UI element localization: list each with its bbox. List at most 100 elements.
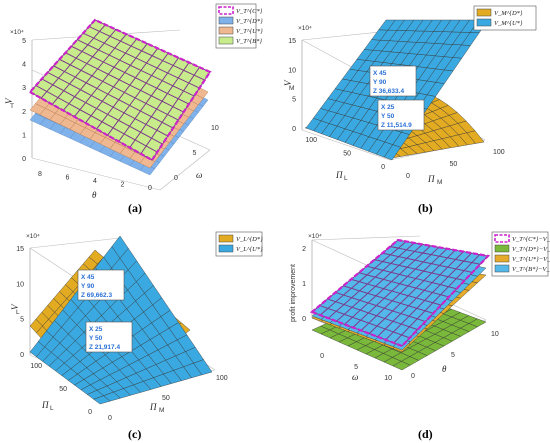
legend-c: V_L^{D*} V_L^{U*} [215, 231, 263, 257]
x-tick-d: 0 [320, 353, 324, 360]
legend-swatch [218, 16, 234, 25]
surface-blue-c [29, 235, 213, 405]
z-tick-c: 10 [16, 281, 24, 288]
legend-entry: V_T^{B*}−V_T^{D*} [512, 266, 550, 273]
datatip-y: Y 90 [81, 283, 95, 290]
x-axis-label-c: Π [41, 400, 49, 410]
z-tick-c: 15 [16, 246, 24, 253]
y-tick-b: 100 [493, 149, 505, 156]
exponent-label-c: ×10⁴ [26, 233, 40, 240]
z-tick-a: 1 [22, 132, 26, 139]
z-tick-d: 0 [302, 316, 306, 323]
datatip-z: Z 69,662.3 [81, 292, 112, 299]
y-tick-d: 5 [451, 352, 455, 359]
z-axis-label-b: V [283, 79, 293, 86]
y-axis-label-a: ω [196, 170, 202, 180]
y-tick-c: 50 [162, 395, 170, 402]
datatip-y: Y 50 [381, 113, 395, 120]
x-tick-a: 2 [121, 182, 125, 189]
y-axis-label-c: Π [149, 402, 157, 412]
legend-entry: V_T^{U*}−V_T^{D*} [512, 256, 550, 263]
datatip-b-1: X 45 Y 90 Z 36,633.4 [369, 65, 417, 97]
legend-entry: V_T^{D*}−V_T^{D*} [512, 246, 550, 253]
z-tick-b: 10 [288, 67, 296, 74]
datatip-x: X 45 [81, 274, 95, 281]
legend-swatch [218, 36, 234, 45]
datatip-z: Z 21,917.4 [89, 344, 120, 351]
datatip-box [85, 321, 133, 353]
z-tick-a: 2 [22, 109, 26, 116]
datatip-x: X 25 [381, 104, 395, 111]
box-edge [31, 157, 161, 191]
datatip-z: Z 11,514.9 [381, 122, 412, 129]
y-axis-label-d: θ [442, 364, 447, 374]
datatip-c-1: X 45 Y 90 Z 69,662.3 [77, 269, 125, 301]
y-tick-a: 10 [211, 125, 219, 132]
exponent-label-b: ×10⁴ [298, 25, 312, 32]
z-axis-sub-b: M [289, 85, 294, 92]
datatip-box [77, 269, 125, 301]
datatip-y: Y 90 [373, 79, 387, 86]
datatip-box [377, 99, 425, 131]
x-tick-c: 50 [59, 386, 67, 393]
surface-cell [193, 359, 213, 376]
legend-swatch [218, 244, 234, 253]
box-edge [301, 129, 391, 161]
panel-label-d: (d) [418, 427, 433, 441]
y-tick-b: 50 [450, 161, 458, 168]
datatip-b-2: X 25 Y 50 Z 11,514.9 [377, 99, 425, 131]
legend-entry: V_L^{U*} [236, 246, 263, 253]
legend-entry: V_M^{D*} [494, 10, 523, 17]
legend-entry: V_T^{C*} [236, 8, 263, 15]
y-tick-a: 0 [174, 175, 178, 182]
legend-swatch [494, 254, 510, 263]
y-axis-sub-b: M [437, 179, 442, 186]
z-axis-label-a: V [4, 97, 14, 104]
x-tick-c: 0 [88, 409, 92, 416]
legend-entry: V_T^{D*} [236, 18, 263, 25]
z-axis-sub-a: T [10, 103, 14, 110]
x-tick-c: 100 [30, 363, 42, 370]
datatip-x: X 45 [373, 70, 387, 77]
datatip-c-2: X 25 Y 50 Z 21,917.4 [85, 321, 133, 353]
panel-label-c: (c) [128, 427, 141, 441]
box-edge [159, 149, 211, 191]
y-axis-label-b: Π [427, 174, 435, 184]
x-tick-a: 6 [66, 175, 70, 182]
z-axis-label-c: V [10, 303, 20, 310]
x-axis-label-d: ω [352, 372, 358, 382]
z-axis-sub-c: L [16, 309, 20, 316]
legend-swatch [494, 234, 510, 243]
datatip-z: Z 36,633.4 [373, 88, 404, 95]
y-axis-sub-c: M [159, 407, 164, 414]
z-axis-label-d: profit improvement [290, 264, 297, 322]
x-tick-b: 100 [305, 137, 317, 144]
exponent-label-d: ×10⁴ [308, 233, 322, 240]
y-tick-c: 0 [108, 415, 112, 422]
legend-entry: V_L^{D*} [236, 236, 263, 243]
legend-entry: V_T^{U*} [236, 28, 263, 35]
legend-entry: V_T^{B*} [236, 38, 262, 45]
x-tick-a: 0 [148, 185, 152, 192]
x-tick-d: 10 [384, 375, 392, 382]
legend-a: V_T^{C*} V_T^{D*} V_T^{U*} V_T^{B*} [215, 3, 263, 49]
legend-swatch [218, 6, 234, 15]
legend-swatch [218, 234, 234, 243]
z-tick-b: 0 [292, 126, 296, 133]
y-tick-d: 0 [411, 373, 415, 380]
surface-magenta-d [309, 238, 491, 348]
z-tick-a: 0 [22, 156, 26, 163]
z-tick-a: 4 [22, 62, 26, 69]
x-tick-a: 8 [38, 171, 42, 178]
datatip-x: X 25 [89, 326, 103, 333]
z-tick-b: 5 [292, 97, 296, 104]
x-axis-label-a: θ [92, 190, 97, 200]
datatip-y: Y 50 [89, 335, 103, 342]
y-tick-a: 5 [193, 150, 197, 157]
exponent-label-a: ×10⁴ [10, 29, 24, 36]
x-tick-a: 4 [93, 178, 97, 185]
box-edge [29, 237, 121, 249]
x-tick-d: 5 [354, 364, 358, 371]
y-tick-c: 100 [216, 375, 228, 382]
